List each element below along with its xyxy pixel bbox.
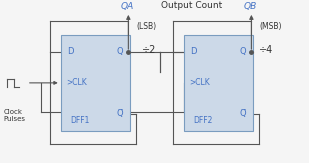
Text: (MSB): (MSB) bbox=[259, 22, 281, 30]
Text: >CLK: >CLK bbox=[66, 78, 87, 87]
FancyBboxPatch shape bbox=[61, 35, 130, 131]
Text: >CLK: >CLK bbox=[189, 78, 210, 87]
Text: D: D bbox=[190, 47, 197, 56]
Text: Q̅: Q̅ bbox=[239, 109, 246, 118]
Text: Q: Q bbox=[239, 47, 246, 56]
Text: QA: QA bbox=[120, 2, 133, 11]
Text: QB: QB bbox=[243, 2, 256, 11]
Text: Clock
Pulses: Clock Pulses bbox=[3, 109, 25, 122]
Text: ÷4: ÷4 bbox=[258, 45, 273, 55]
Text: Q̅: Q̅ bbox=[116, 109, 123, 118]
Text: ÷2: ÷2 bbox=[142, 45, 157, 55]
Text: D: D bbox=[67, 47, 74, 56]
Text: Output Count: Output Count bbox=[161, 1, 222, 10]
Text: (LSB): (LSB) bbox=[136, 22, 156, 30]
Text: Q: Q bbox=[116, 47, 123, 56]
FancyBboxPatch shape bbox=[184, 35, 253, 131]
Text: DFF2: DFF2 bbox=[193, 116, 212, 125]
Text: DFF1: DFF1 bbox=[70, 116, 89, 125]
